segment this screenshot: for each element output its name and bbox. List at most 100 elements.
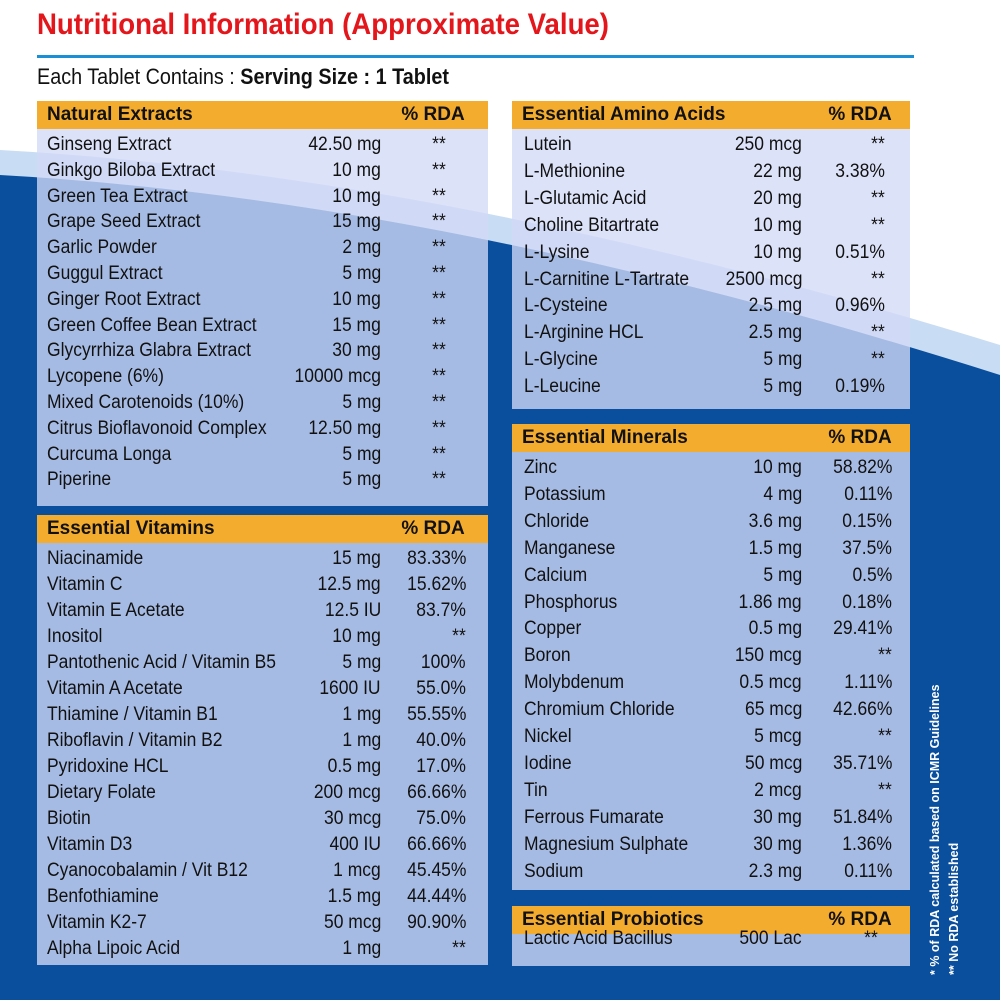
nutrient-rda: 15.62%: [406, 574, 466, 595]
nutrient-row: Green Coffee Bean Extract 15 mg **: [37, 313, 488, 339]
nutrient-amount: 2500 mcg: [725, 268, 802, 290]
nutrient-name: Ginger Root Extract: [47, 288, 201, 310]
nutrient-name: Lycopene (6%): [47, 366, 164, 388]
nutrient-rda: **: [432, 340, 446, 362]
nutrient-amount: 30 mg: [332, 340, 381, 362]
nutrient-name: Thiamine / Vitamin B1: [47, 704, 218, 725]
nutrient-rda: 44.44%: [406, 886, 466, 907]
nutrient-name: Calcium: [524, 564, 588, 586]
nutrient-amount: 10 mg: [332, 288, 381, 310]
nutrient-amount: 2.5 mg: [748, 295, 802, 317]
nutrient-rda: 0.51%: [835, 241, 885, 263]
nutrient-rda: 0.5%: [852, 564, 892, 586]
nutrient-row: Lycopene (6%) 10000 mcg **: [37, 364, 488, 390]
panel-header: Essential Minerals % RDA: [512, 424, 910, 452]
nutrient-row: L-Leucine 5 mg 0.19%: [512, 374, 910, 400]
nutrient-name: Vitamin A Acetate: [47, 678, 183, 699]
rda-column-header: % RDA: [828, 427, 892, 448]
nutrient-row: Nickel 5 mcg **: [512, 724, 910, 750]
nutrient-amount: 250 mcg: [734, 134, 802, 155]
nutrient-name: Mixed Carotenoids (10%): [47, 392, 245, 413]
nutrient-amount: 5 mg: [763, 564, 802, 586]
nutrient-amount: 15 mg: [332, 211, 381, 233]
nutrient-rda: **: [432, 417, 446, 439]
serving-size: Serving Size : 1 Tablet: [240, 64, 449, 89]
nutrient-amount: 1 mg: [342, 938, 381, 959]
nutrient-rda: **: [432, 314, 446, 336]
nutrient-amount: 5 mg: [763, 376, 802, 398]
nutrient-name: Vitamin C: [47, 574, 123, 595]
nutrient-rda: 55.0%: [416, 678, 466, 699]
nutrient-amount: 30 mg: [753, 806, 802, 828]
nutrient-row: Garlic Powder 2 mg **: [37, 235, 488, 261]
panel-header: Essential Vitamins % RDA: [37, 515, 488, 543]
nutrient-name: Chloride: [524, 510, 590, 532]
nutrient-name: Zinc: [524, 457, 558, 478]
nutrient-amount: 5 mg: [342, 469, 381, 491]
nutrient-amount: 5 mg: [342, 263, 381, 284]
nutrient-row: Copper 0.5 mg 29.41%: [512, 616, 910, 642]
nutrient-amount: 1600 IU: [319, 678, 381, 699]
nutrient-amount: 15 mg: [332, 548, 381, 569]
nutrient-name: Potassium: [524, 483, 606, 505]
nutrient-rda: **: [871, 268, 885, 290]
nutrient-name: Biotin: [47, 808, 91, 829]
nutrient-rda: 1.36%: [842, 833, 892, 855]
nutrient-row: Phosphorus 1.86 mg 0.18%: [512, 590, 910, 616]
nutrient-rda: **: [878, 779, 892, 801]
nutrient-amount: 10 mg: [332, 159, 381, 181]
panel-title: Essential Probiotics: [522, 909, 704, 930]
nutrient-rda: **: [432, 443, 446, 465]
nutrient-row: Zinc 10 mg 58.82%: [512, 455, 910, 481]
nutrient-rda: **: [871, 187, 885, 209]
nutrient-name: Citrus Bioflavonoid Complex: [47, 417, 267, 439]
nutrient-name: L-Glycine: [524, 349, 598, 371]
nutrient-rda: **: [432, 237, 446, 259]
nutrient-name: L-Cysteine: [524, 295, 608, 317]
nutrient-row: Vitamin A Acetate 1600 IU 55.0%: [37, 676, 488, 702]
nutrient-row: Ginseng Extract 42.50 mg **: [37, 132, 488, 158]
title-divider: [37, 55, 914, 58]
nutrient-name: L-Methionine: [524, 160, 626, 182]
nutrient-name: Vitamin E Acetate: [47, 600, 185, 621]
nutrient-name: Niacinamide: [47, 548, 144, 569]
nutrient-name: Boron: [524, 645, 571, 667]
nutrient-amount: 5 mg: [342, 652, 381, 673]
nutrient-row: L-Glutamic Acid 20 mg **: [512, 186, 910, 212]
nutrient-row: Piperine 5 mg **: [37, 467, 488, 493]
nutrient-amount: 200 mcg: [313, 782, 381, 803]
nutrient-rda: **: [432, 185, 446, 207]
nutrient-rda: 100%: [421, 652, 466, 673]
nutrient-row: Biotin 30 mcg 75.0%: [37, 806, 488, 832]
nutrient-rda: 0.19%: [835, 376, 885, 398]
nutrient-name: L-Carnitine L-Tartrate: [524, 268, 690, 290]
nutrient-amount: 1 mg: [342, 730, 381, 751]
nutrient-rda: 0.11%: [843, 860, 892, 882]
nutrient-row: Sodium 2.3 mg 0.11%: [512, 859, 910, 885]
panel-essential-probiotics: Essential Probiotics% RDA Lactic Acid Bac…: [512, 906, 910, 966]
nutrient-rda: **: [864, 928, 878, 949]
nutrient-row: Citrus Bioflavonoid Complex 12.50 mg **: [37, 416, 488, 442]
nutrient-amount: 10 mg: [753, 241, 802, 263]
nutrient-rda: 90.90%: [406, 912, 466, 933]
nutrient-amount: 15 mg: [332, 314, 381, 336]
nutrient-amount: 22 mg: [753, 160, 802, 182]
nutrient-row: Boron 150 mcg **: [512, 643, 910, 669]
nutrient-row: Tin 2 mcg **: [512, 778, 910, 804]
nutrient-rda: **: [871, 322, 885, 344]
nutrient-name: Molybdenum: [524, 672, 625, 694]
nutrient-amount: 2 mcg: [754, 779, 802, 801]
page-title: Nutritional Information (Approximate Val…: [37, 8, 609, 41]
nutrient-row: L-Glycine 5 mg **: [512, 347, 910, 373]
nutrient-name: L-Leucine: [524, 376, 601, 398]
nutrient-name: Sodium: [524, 860, 584, 882]
nutrient-row: L-Carnitine L-Tartrate 2500 mcg **: [512, 267, 910, 293]
nutrient-name: L-Lysine: [524, 241, 590, 263]
nutrient-name: Ginseng Extract: [47, 134, 172, 155]
panel-header: Natural Extracts % RDA: [37, 101, 488, 129]
serving-info: Each Tablet Contains : Serving Size : 1 …: [37, 64, 449, 90]
nutrient-amount: 10 mg: [332, 185, 381, 207]
nutrient-name: Choline Bitartrate: [524, 214, 660, 236]
nutrient-rda: 3.38%: [835, 160, 885, 182]
nutrient-rda: **: [432, 263, 446, 284]
